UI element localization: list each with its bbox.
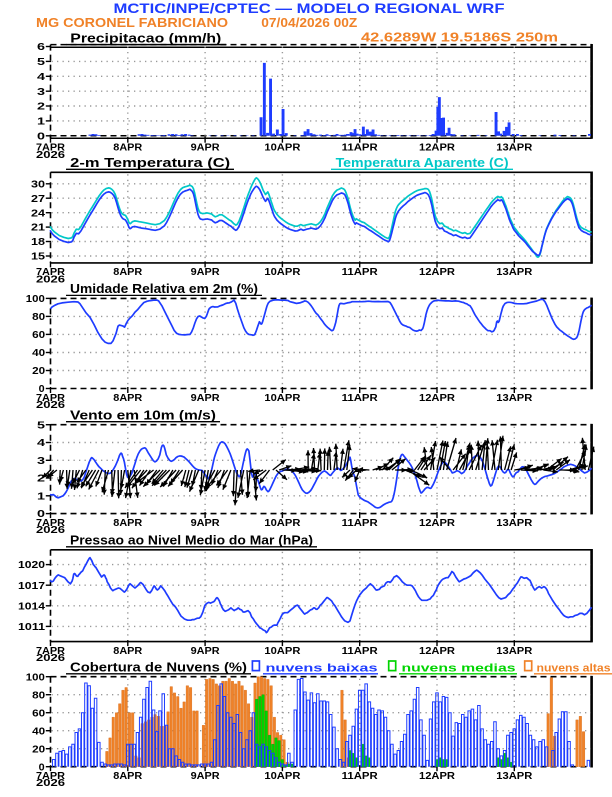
svg-text:3: 3 bbox=[37, 87, 46, 98]
svg-text:5: 5 bbox=[37, 420, 46, 431]
svg-text:8APR: 8APR bbox=[113, 143, 143, 154]
svg-text:13APR: 13APR bbox=[496, 518, 533, 529]
svg-text:12APR: 12APR bbox=[419, 518, 456, 529]
svg-text:11APR: 11APR bbox=[342, 518, 379, 529]
svg-text:Temperatura Aparente (C): Temperatura Aparente (C) bbox=[336, 155, 509, 170]
svg-text:7APR: 7APR bbox=[36, 518, 66, 529]
svg-text:13APR: 13APR bbox=[496, 143, 533, 154]
svg-text:10APR: 10APR bbox=[264, 646, 301, 657]
svg-text:0: 0 bbox=[39, 762, 45, 773]
svg-text:13APR: 13APR bbox=[496, 646, 533, 657]
svg-text:20: 20 bbox=[32, 744, 46, 755]
svg-text:15: 15 bbox=[31, 252, 46, 263]
svg-text:27: 27 bbox=[31, 194, 46, 205]
svg-text:42.6289W 19.5186S 250m: 42.6289W 19.5186S 250m bbox=[361, 31, 558, 45]
svg-text:Vento em 10m (m/s): Vento em 10m (m/s) bbox=[70, 408, 216, 423]
svg-text:12APR: 12APR bbox=[419, 646, 456, 657]
svg-text:9APR: 9APR bbox=[191, 267, 221, 278]
svg-text:8APR: 8APR bbox=[113, 267, 143, 278]
svg-text:2026: 2026 bbox=[36, 778, 66, 789]
svg-text:18: 18 bbox=[31, 237, 46, 248]
svg-text:40: 40 bbox=[32, 726, 46, 737]
svg-text:60: 60 bbox=[32, 708, 46, 719]
svg-text:0: 0 bbox=[37, 509, 46, 520]
svg-text:07/04/2026 00Z: 07/04/2026 00Z bbox=[261, 16, 357, 30]
svg-text:11APR: 11APR bbox=[342, 143, 379, 154]
svg-text:2026: 2026 bbox=[36, 525, 66, 536]
svg-text:3: 3 bbox=[37, 456, 46, 467]
svg-text:13APR: 13APR bbox=[496, 267, 533, 278]
svg-text:2026: 2026 bbox=[36, 274, 66, 285]
svg-text:7APR: 7APR bbox=[36, 267, 66, 278]
svg-text:10APR: 10APR bbox=[264, 393, 301, 404]
svg-text:1: 1 bbox=[37, 117, 46, 128]
svg-text:9APR: 9APR bbox=[191, 518, 221, 529]
svg-text:10APR: 10APR bbox=[264, 771, 301, 782]
svg-text:9APR: 9APR bbox=[191, 771, 221, 782]
svg-text:Precipitacao (mm/h): Precipitacao (mm/h) bbox=[70, 31, 221, 46]
svg-text:11APR: 11APR bbox=[342, 393, 379, 404]
svg-text:1011: 1011 bbox=[18, 622, 46, 633]
svg-text:7APR: 7APR bbox=[36, 393, 66, 404]
svg-text:1: 1 bbox=[37, 491, 46, 502]
svg-text:12APR: 12APR bbox=[419, 771, 456, 782]
svg-text:11APR: 11APR bbox=[342, 771, 379, 782]
svg-text:10APR: 10APR bbox=[264, 518, 301, 529]
svg-text:2026: 2026 bbox=[36, 653, 66, 664]
svg-text:4: 4 bbox=[37, 72, 46, 83]
svg-text:2: 2 bbox=[37, 474, 46, 485]
svg-text:4: 4 bbox=[37, 438, 46, 449]
svg-text:1017: 1017 bbox=[18, 581, 46, 592]
svg-text:11APR: 11APR bbox=[342, 267, 379, 278]
svg-text:Pressao ao Nivel Medio do Mar: Pressao ao Nivel Medio do Mar (hPa) bbox=[70, 533, 313, 548]
svg-text:7APR: 7APR bbox=[36, 771, 66, 782]
svg-text:80: 80 bbox=[32, 312, 46, 323]
svg-text:Cobertura de Nuvens (%): Cobertura de Nuvens (%) bbox=[70, 660, 247, 675]
svg-text:0: 0 bbox=[39, 384, 45, 395]
svg-text:21: 21 bbox=[31, 223, 46, 234]
svg-text:7APR: 7APR bbox=[36, 143, 66, 154]
svg-text:9APR: 9APR bbox=[191, 646, 221, 657]
svg-text:13APR: 13APR bbox=[496, 771, 533, 782]
svg-text:60: 60 bbox=[32, 330, 46, 341]
svg-text:12APR: 12APR bbox=[419, 143, 456, 154]
svg-text:MG CORONEL FABRICIANO: MG CORONEL FABRICIANO bbox=[36, 16, 228, 30]
svg-text:5: 5 bbox=[37, 57, 46, 68]
svg-text:0: 0 bbox=[37, 131, 46, 142]
svg-text:nuvens baixas: nuvens baixas bbox=[266, 663, 378, 675]
svg-text:40: 40 bbox=[32, 348, 46, 359]
svg-text:7APR: 7APR bbox=[36, 646, 66, 657]
svg-text:30: 30 bbox=[31, 179, 46, 190]
svg-text:100: 100 bbox=[26, 294, 45, 305]
svg-text:2-m Temperatura (C): 2-m Temperatura (C) bbox=[70, 155, 230, 170]
svg-text:8APR: 8APR bbox=[113, 518, 143, 529]
svg-text:1014: 1014 bbox=[18, 601, 46, 612]
svg-text:100: 100 bbox=[26, 672, 45, 683]
svg-text:20: 20 bbox=[32, 366, 46, 377]
svg-text:nuvens medias: nuvens medias bbox=[402, 663, 516, 675]
svg-text:10APR: 10APR bbox=[264, 267, 301, 278]
svg-text:9APR: 9APR bbox=[191, 143, 221, 154]
svg-text:2026: 2026 bbox=[36, 150, 66, 161]
svg-text:11APR: 11APR bbox=[342, 646, 379, 657]
svg-text:8APR: 8APR bbox=[113, 393, 143, 404]
svg-text:24: 24 bbox=[31, 208, 46, 219]
svg-text:6: 6 bbox=[37, 42, 46, 53]
svg-text:9APR: 9APR bbox=[191, 393, 221, 404]
svg-text:2: 2 bbox=[37, 102, 46, 113]
svg-text:8APR: 8APR bbox=[113, 646, 143, 657]
svg-text:MCTIC/INPE/CPTEC — MODELO REGI: MCTIC/INPE/CPTEC — MODELO REGIONAL WRF bbox=[114, 1, 505, 16]
svg-text:Umidade Relativa em 2m (%): Umidade Relativa em 2m (%) bbox=[70, 281, 258, 296]
svg-text:1020: 1020 bbox=[18, 560, 46, 571]
svg-text:80: 80 bbox=[32, 690, 46, 701]
svg-text:nuvens altas: nuvens altas bbox=[537, 663, 611, 675]
svg-text:12APR: 12APR bbox=[419, 267, 456, 278]
svg-text:10APR: 10APR bbox=[264, 143, 301, 154]
svg-text:13APR: 13APR bbox=[496, 393, 533, 404]
svg-text:2026: 2026 bbox=[36, 400, 66, 411]
svg-text:12APR: 12APR bbox=[419, 393, 456, 404]
svg-text:8APR: 8APR bbox=[113, 771, 143, 782]
